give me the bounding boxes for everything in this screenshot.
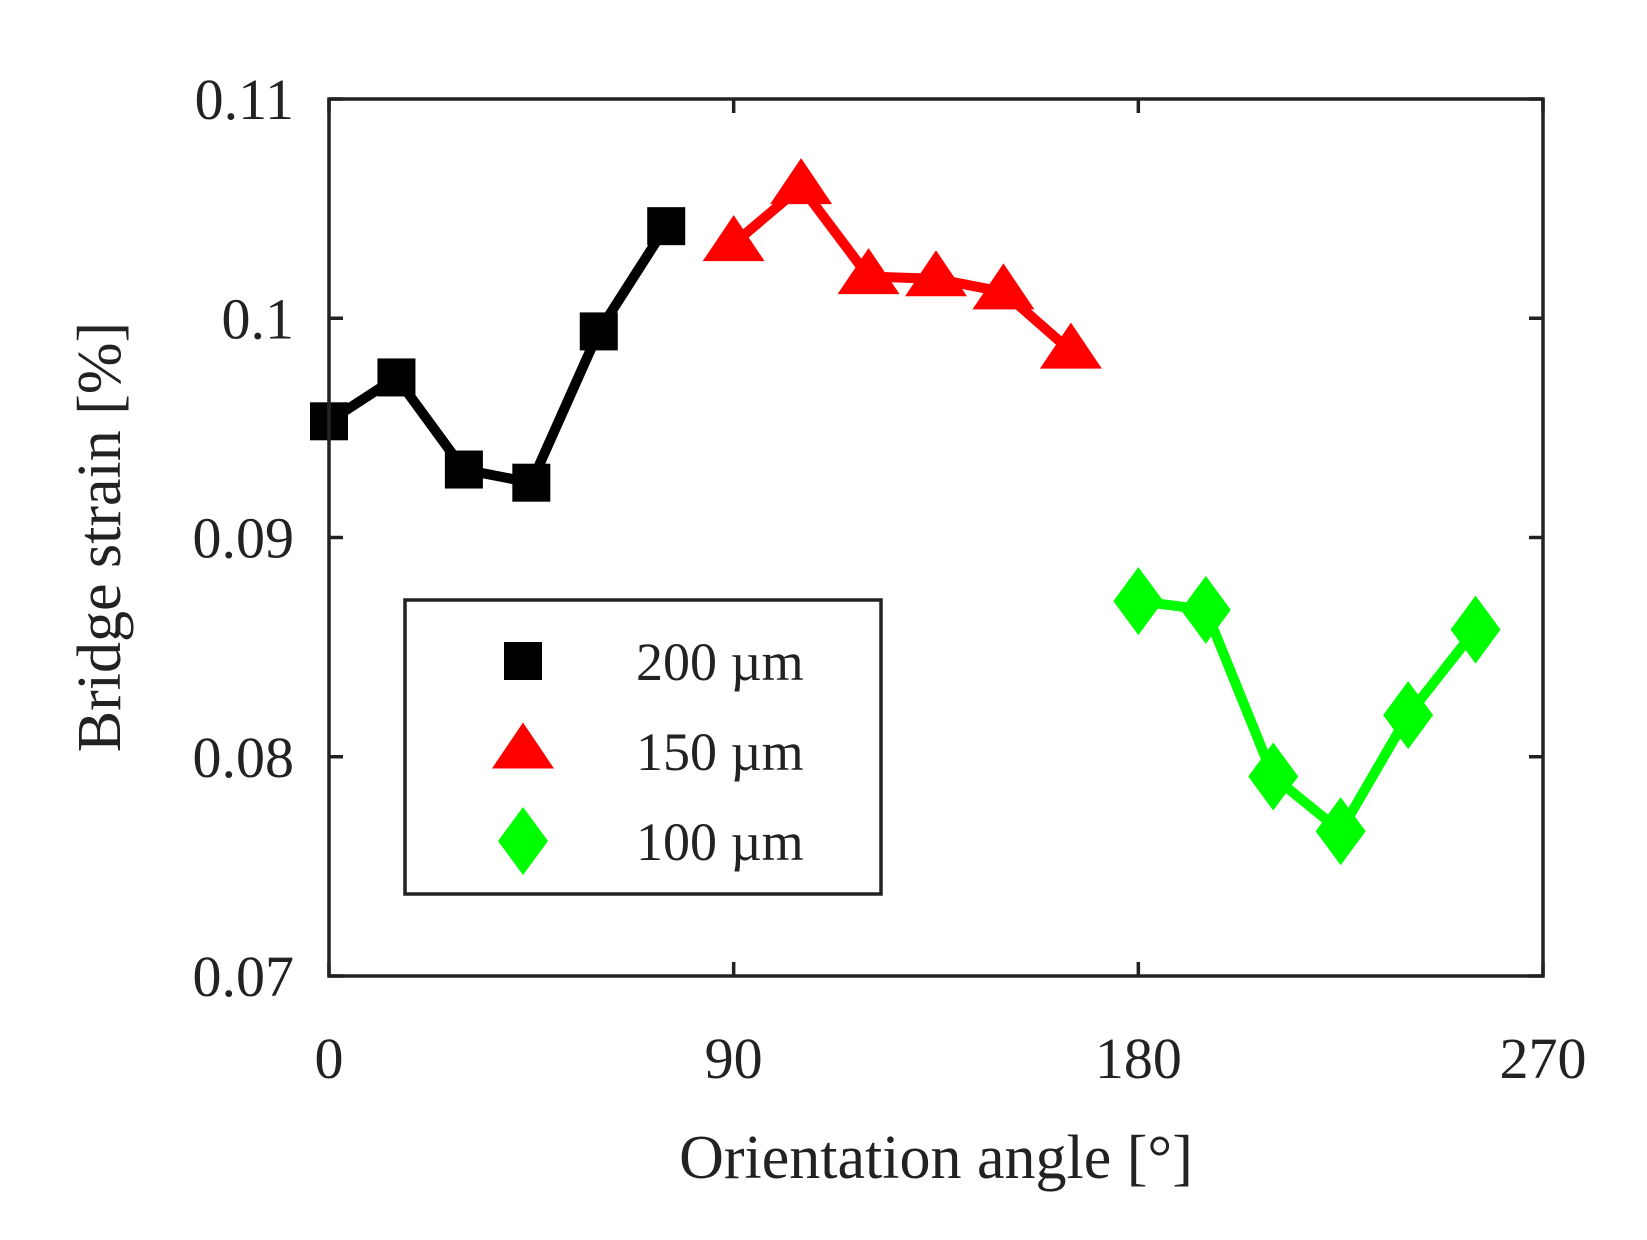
x-tick-label-1: 90 [705, 1026, 763, 1091]
y-tick-label-4: 0.11 [195, 67, 294, 132]
data-point-150um-3 [905, 250, 967, 297]
legend-label-150um: 150 µm [636, 722, 804, 782]
legend-label-100um: 100 µm [636, 812, 804, 872]
legend-markers [492, 642, 554, 875]
data-point-200um-4 [579, 312, 618, 351]
data-point-100um-2 [1248, 742, 1299, 811]
legend-marker-150um [492, 722, 554, 769]
data-point-150um-1 [770, 158, 833, 205]
x-tick-label-3: 270 [1500, 1026, 1587, 1091]
x-axis-label: Orientation angle [°] [679, 1124, 1193, 1192]
data-point-100um-1 [1180, 575, 1231, 644]
data-point-150um-4 [972, 263, 1035, 310]
y-tick-label-0: 0.07 [193, 944, 295, 1009]
data-point-100um-0 [1113, 567, 1164, 636]
legend-label-200um: 200 µm [636, 632, 804, 692]
y-tick-label-1: 0.08 [193, 725, 295, 790]
data-point-200um-2 [444, 450, 483, 489]
data-point-100um-4 [1383, 681, 1434, 750]
tick-layer: 0 90 180 270 0.07 0.08 0.09 0.1 0.11 [193, 67, 1587, 1091]
legend-box [403, 598, 883, 896]
legend-marker-100um [498, 807, 548, 875]
legend: 200 µm 150 µm 100 µm [403, 598, 883, 896]
y-axis-label: Bridge strain [%] [66, 322, 134, 752]
y-tick-label-3: 0.1 [222, 286, 295, 351]
data-point-150um-0 [702, 215, 765, 262]
data-point-200um-5 [647, 207, 686, 246]
legend-marker-200um [504, 642, 542, 680]
y-tick-label-2: 0.09 [193, 506, 295, 571]
x-tick-label-0: 0 [315, 1026, 344, 1091]
data-point-200um-1 [377, 358, 416, 397]
data-point-100um-3 [1315, 797, 1366, 866]
data-point-150um-5 [1039, 322, 1102, 369]
x-tick-label-2: 180 [1095, 1026, 1182, 1091]
data-point-200um-3 [512, 463, 551, 502]
data-point-150um-2 [837, 248, 900, 295]
data-point-100um-5 [1450, 595, 1501, 664]
